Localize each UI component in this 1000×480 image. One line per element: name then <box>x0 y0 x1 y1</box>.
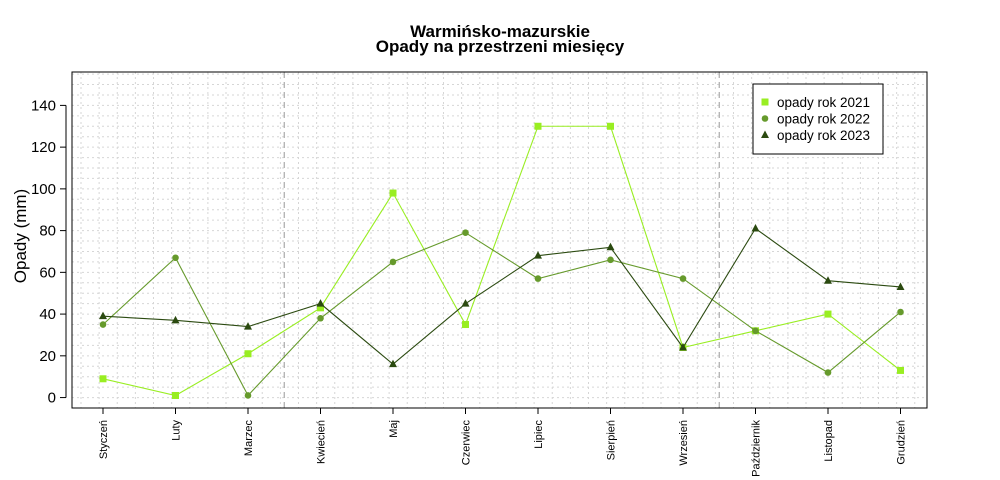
data-point-triangle <box>461 299 470 307</box>
data-point-circle <box>679 275 687 282</box>
legend-label: opady rok 2023 <box>777 128 870 143</box>
data-point-circle <box>244 392 252 399</box>
data-point-square <box>317 304 324 312</box>
x-tick-label: Listopad <box>823 420 835 462</box>
y-axis: 0 20 40 60 80 100 120 140 <box>31 97 67 407</box>
legend-box <box>752 83 884 155</box>
data-point-square <box>607 122 614 130</box>
data-point-triangle <box>99 311 107 320</box>
series-layer <box>99 122 905 399</box>
data-point-triangle <box>171 315 180 324</box>
data-point-square <box>897 366 904 374</box>
data-point-triangle <box>606 242 615 251</box>
y-tick-label: 0 <box>48 390 56 407</box>
y-tick-label: 40 <box>39 306 56 323</box>
x-tick-label: Styczeń <box>98 420 110 459</box>
x-tick-label: Marzec <box>243 420 255 457</box>
data-point-square <box>244 350 252 358</box>
data-point-square <box>534 122 542 130</box>
data-point-square <box>761 98 769 106</box>
y-tick-label: 140 <box>31 97 56 114</box>
x-tick-label: Październik <box>751 420 763 477</box>
data-point-circle <box>172 254 179 262</box>
plot-frame <box>71 71 928 409</box>
data-point-circle <box>534 275 542 282</box>
legend-label: opady rok 2021 <box>777 95 870 110</box>
x-tick-label: Sierpień <box>606 420 618 460</box>
data-point-square <box>462 321 469 329</box>
x-tick-label: Maj <box>388 420 400 438</box>
y-tick-label: 60 <box>39 264 56 281</box>
data-point-triangle <box>824 276 832 284</box>
y-tick-label: 80 <box>39 223 56 240</box>
season-dividers <box>283 72 720 408</box>
x-tick-label: Kwiecień <box>316 420 328 464</box>
data-point-circle <box>897 308 904 316</box>
y-tick-label: 20 <box>39 348 56 365</box>
y-tick-label: 100 <box>31 181 56 198</box>
data-point-square <box>99 375 107 383</box>
data-point-square <box>824 310 832 318</box>
series-line <box>102 125 901 397</box>
x-tick-label: Lipiec <box>533 420 545 449</box>
data-point-square <box>389 189 397 197</box>
chart-title: Warmińsko-mazurskie <box>410 22 590 41</box>
series-opady-rok-2022 <box>99 229 904 399</box>
series-opady-rok-2021 <box>99 122 904 399</box>
x-tick-label: Czerwiec <box>461 420 473 466</box>
data-point-triangle <box>389 359 397 368</box>
x-axis: Styczeń Luty Marzec Kwiecień Maj Czerwiec Lipi… <box>98 408 908 477</box>
data-point-circle <box>462 229 469 236</box>
data-point-circle <box>317 314 324 322</box>
data-point-square <box>172 391 179 399</box>
series-line <box>102 232 901 397</box>
data-point-circle <box>389 258 397 266</box>
x-tick-label: Wrzesień <box>678 420 690 466</box>
data-point-circle <box>824 369 832 376</box>
data-point-triangle <box>761 130 769 138</box>
data-point-triangle <box>679 342 687 351</box>
data-point-circle <box>761 115 769 122</box>
data-point-triangle <box>751 224 760 232</box>
y-tick-label: 120 <box>31 139 56 156</box>
grid <box>72 72 927 409</box>
data-point-triangle <box>896 282 905 290</box>
data-point-triangle <box>534 251 542 259</box>
data-point-triangle <box>316 299 325 307</box>
legend-label: opady rok 2022 <box>777 112 870 127</box>
y-axis-label: Opady (mm) <box>11 189 30 283</box>
series-opady-rok-2023 <box>99 224 905 368</box>
data-point-circle <box>752 327 759 335</box>
x-tick-label: Luty <box>171 420 183 441</box>
data-point-circle <box>99 321 107 328</box>
data-point-circle <box>607 256 614 264</box>
series-line <box>102 227 901 365</box>
chart-subtitle: Opady na przestrzeni miesięcy <box>376 37 625 56</box>
data-point-triangle <box>244 322 252 330</box>
x-tick-label: Grudzień <box>896 420 908 465</box>
